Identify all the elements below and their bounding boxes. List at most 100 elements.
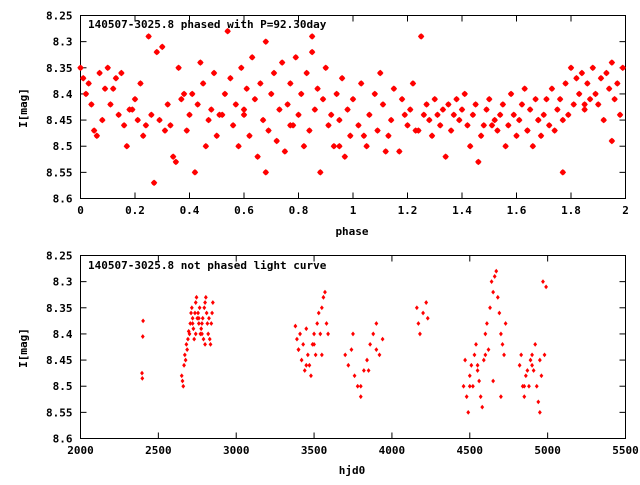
phased-data-point: [131, 95, 139, 103]
unphased-data-point: [208, 341, 213, 347]
phased-data-point: [167, 122, 174, 129]
phased-plot-ticks: 0 0.2 0.4 0.6 0.8 1 1.2 1.4 1.6 1.8 2 8.25 8.3 8.35 8.…: [46, 10, 629, 218]
phased-data-point: [110, 85, 117, 92]
phased-data-point: [229, 122, 237, 129]
phased-data-point: [197, 59, 204, 66]
unphased-data-point: [478, 394, 483, 400]
phased-data-point: [82, 90, 90, 98]
unphased-data-point: [200, 331, 204, 337]
unphased-x-tick-label: 3500: [301, 444, 328, 457]
phased-data-point: [336, 143, 343, 150]
phased-data-point: [216, 111, 223, 119]
phased-data-point: [428, 132, 436, 139]
phased-data-point: [551, 127, 558, 134]
phased-data-point: [616, 111, 624, 119]
unphased-data-point: [199, 326, 204, 332]
phased-data-point: [543, 95, 550, 103]
unphased-x-tick-label: 4500: [457, 444, 484, 457]
phased-x-tick-label: 0.6: [234, 204, 254, 217]
phased-data-point: [355, 122, 362, 129]
unphased-data-point: [371, 331, 376, 337]
unphased-data-point: [304, 326, 309, 332]
unphased-y-tick-label: 8.5: [53, 380, 73, 393]
phased-data-point: [180, 90, 188, 98]
phased-data-point: [159, 43, 166, 51]
phased-data-point: [516, 116, 523, 124]
phased-data-point: [385, 132, 392, 139]
phased-data-point: [592, 90, 599, 98]
phased-data-point: [156, 116, 163, 124]
phased-data-point: [311, 106, 319, 113]
phased-data-point: [559, 169, 567, 176]
phased-data-point: [347, 132, 354, 139]
phased-data-point: [595, 101, 602, 108]
phased-data-point: [276, 106, 283, 113]
unphased-data-point: [484, 321, 489, 326]
phased-data-point: [608, 59, 616, 66]
phased-data-point: [442, 153, 449, 160]
phased-data-point: [148, 111, 155, 119]
phased-data-point: [292, 54, 299, 61]
phased-data-point: [366, 111, 373, 119]
phased-data-point: [453, 95, 460, 103]
unphased-data-point: [365, 357, 369, 363]
phased-data-point: [475, 158, 482, 166]
phased-data-point: [431, 95, 438, 103]
phased-data-point: [262, 169, 269, 176]
phased-data-point: [221, 90, 229, 98]
phased-data-point: [164, 101, 171, 108]
unphased-data-point: [179, 373, 184, 379]
unphased-data-point: [307, 362, 312, 368]
unphased-data-point: [366, 368, 371, 373]
unphased-data-point: [207, 315, 211, 321]
unphased-data-point: [315, 321, 320, 326]
phased-data-point: [502, 143, 509, 150]
unphased-data-point: [421, 310, 425, 316]
phased-data-point: [80, 75, 87, 82]
unphased-data-point: [298, 331, 302, 337]
unphased-data-point: [464, 394, 469, 400]
unphased-data-point: [374, 347, 379, 353]
phased-data-point: [510, 111, 517, 119]
phased-plot-frame: [80, 15, 626, 199]
phased-y-tick-label: 8.3: [53, 36, 73, 49]
phased-data-point: [178, 95, 185, 103]
unphased-data-point: [542, 352, 547, 358]
phased-data-point: [423, 101, 430, 108]
phased-data-point: [134, 116, 141, 124]
unphased-data-point: [203, 341, 207, 347]
phased-data-point: [314, 85, 321, 92]
unphased-data-point: [519, 352, 524, 358]
unphased-data-point: [210, 300, 215, 305]
phased-data-point: [336, 116, 343, 124]
unphased-data-point: [492, 274, 497, 279]
unphased-data-point: [352, 373, 357, 379]
phased-data-point: [199, 80, 207, 87]
phased-y-tick-label: 8.35: [46, 62, 73, 75]
phased-data-point: [532, 95, 539, 103]
phased-x-tick-label: 0: [77, 204, 84, 217]
phased-data-point: [469, 111, 477, 119]
unphased-plot-title: 140507-3025.8 not phased light curve: [88, 259, 327, 272]
phased-data-point: [586, 95, 594, 103]
phased-data-point: [466, 143, 474, 150]
phased-data-point: [142, 122, 150, 129]
phased-y-tick-label: 8.55: [46, 166, 73, 179]
unphased-y-tick-label: 8.4: [53, 328, 73, 341]
unphased-y-tick-label: 8.35: [46, 302, 73, 315]
phased-data-point: [240, 106, 248, 113]
unphased-x-tick-label: 3000: [223, 444, 250, 457]
phased-data-point: [548, 85, 556, 92]
phased-data-point: [118, 69, 125, 77]
unphased-data-point: [190, 321, 195, 326]
unphased-data-point: [203, 300, 207, 305]
phased-data-point: [270, 69, 278, 77]
unphased-data-point: [186, 336, 190, 342]
unphased-data-point: [474, 341, 478, 347]
phased-data-point: [243, 85, 250, 92]
phased-data-point: [344, 106, 351, 113]
phased-data-point: [360, 132, 368, 139]
phased-data-point: [88, 101, 95, 108]
unphased-data-point: [184, 341, 189, 347]
phased-data-point: [213, 132, 220, 139]
